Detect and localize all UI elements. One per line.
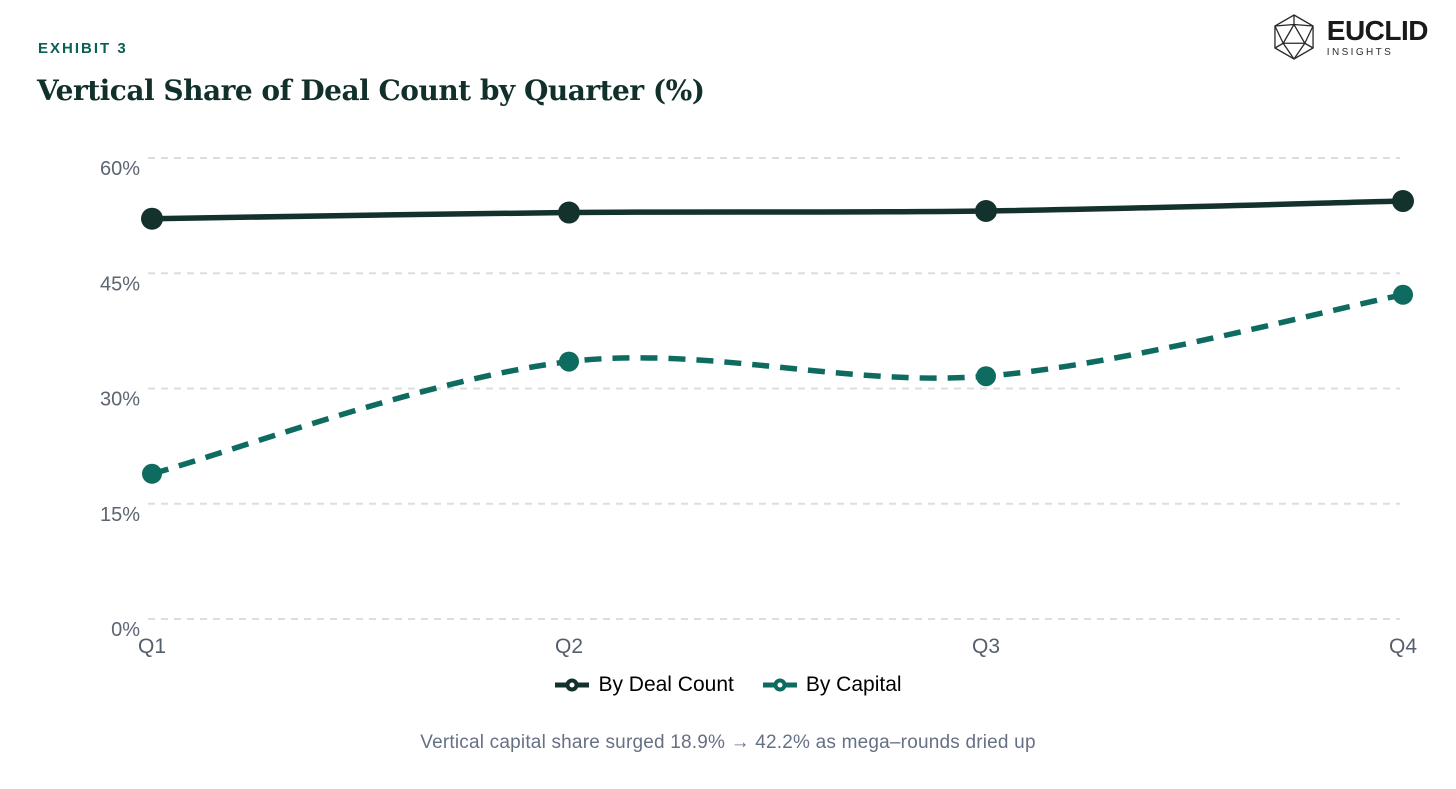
svg-text:Q4: Q4 [1389, 635, 1417, 658]
svg-text:Q3: Q3 [972, 635, 1000, 658]
line-marker-icon [762, 678, 797, 692]
brand-name: EUCLID [1326, 14, 1429, 46]
svg-text:0%: 0% [111, 619, 140, 641]
euclid-polyhedron-icon [1269, 12, 1319, 62]
chart: 0% 15% 30% 45% 60% Q1 Q2 Q3 Q4 [0, 135, 1456, 665]
chart-caption: Vertical capital share surged 18.9% → 42… [420, 732, 1036, 753]
chart-svg: 0% 15% 30% 45% 60% Q1 Q2 Q3 Q4 [100, 157, 1417, 658]
brand-wordmark: EUCLID INSIGHTS [1326, 14, 1429, 58]
brand-subtitle: INSIGHTS [1326, 46, 1394, 58]
legend-label: By Capital [805, 673, 902, 696]
exhibit-label: EXHIBIT 3 [38, 40, 128, 57]
svg-text:45%: 45% [100, 273, 140, 295]
line-marker-icon [555, 678, 590, 692]
svg-text:15%: 15% [100, 504, 140, 526]
chart-legend: By Deal Count By Capital [0, 673, 1456, 697]
svg-text:30%: 30% [100, 389, 140, 411]
svg-text:Q2: Q2 [555, 635, 583, 658]
svg-text:60%: 60% [100, 158, 140, 180]
legend-item-by-capital: By Capital [762, 673, 902, 697]
page-title: Vertical Share of Deal Count by Quarter … [37, 74, 705, 107]
legend-label: By Deal Count [598, 673, 734, 696]
legend-item-by-deal-count: By Deal Count [554, 673, 734, 697]
brand-logo: EUCLID INSIGHTS [1269, 12, 1429, 62]
svg-text:Q1: Q1 [138, 635, 166, 658]
